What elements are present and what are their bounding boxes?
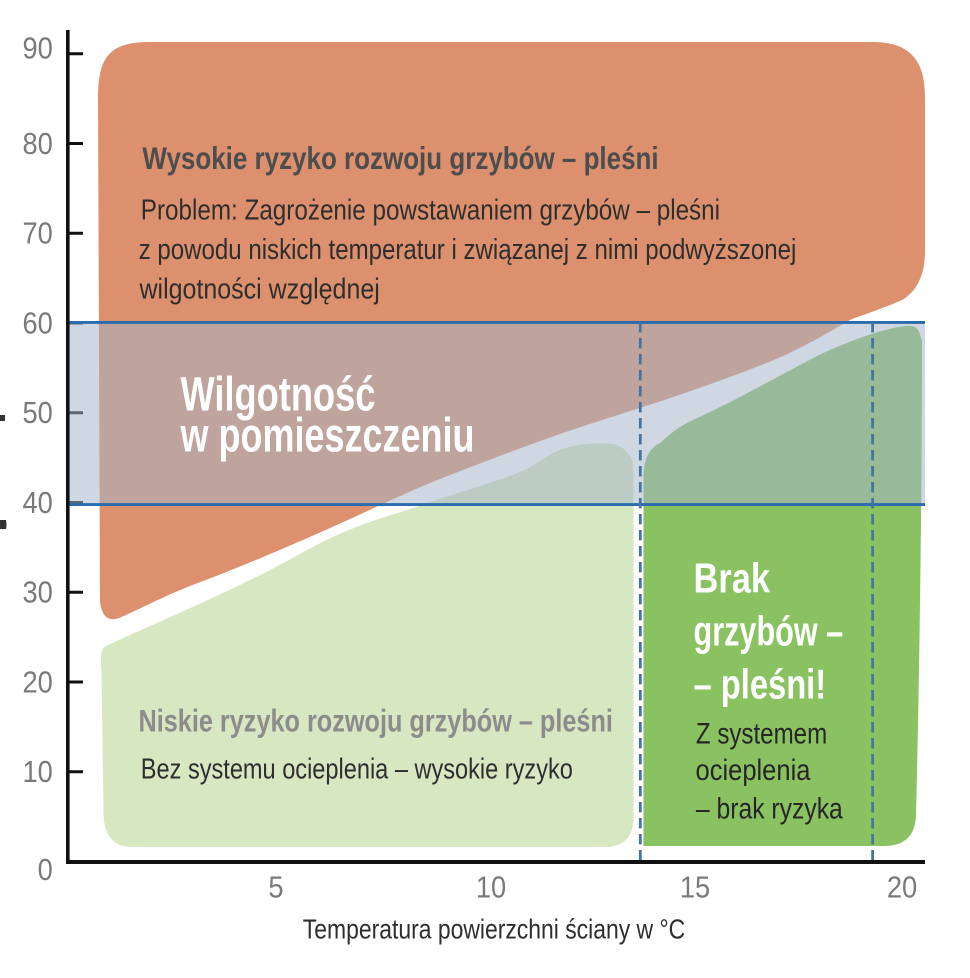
svg-text:20: 20 (22, 666, 52, 700)
svg-text:Niskie ryzyko rozwoju grzybów: Niskie ryzyko rozwoju grzybów – pleśni (139, 704, 613, 739)
svg-text:wilgotności względnej: wilgotności względnej (139, 272, 380, 305)
svg-text:ocieplenia: ocieplenia (696, 753, 811, 786)
svg-text:w pomieszczeniu: w pomieszczeniu (180, 408, 475, 461)
svg-text:20: 20 (887, 871, 917, 905)
svg-text:70: 70 (22, 217, 52, 251)
svg-text:Problem: Zagrożenie powstawani: Problem: Zagrożenie powstawaniem grzybów… (141, 193, 720, 226)
svg-text:Brak: Brak (694, 555, 771, 602)
svg-text:15: 15 (680, 871, 710, 905)
svg-text:30: 30 (22, 576, 52, 610)
svg-text:50: 50 (22, 397, 52, 431)
svg-text:60: 60 (22, 307, 52, 341)
svg-text:80: 80 (22, 127, 52, 161)
svg-text:Wysokie ryzyko rozwoju grzybów: Wysokie ryzyko rozwoju grzybów – pleśni (142, 142, 658, 177)
svg-text:0: 0 (38, 853, 53, 887)
svg-text:z powodu niskich temperatur i: z powodu niskich temperatur i związanej … (139, 233, 797, 266)
svg-text:– pleśni!: – pleśni! (694, 660, 827, 707)
svg-text:grzybów –: grzybów – (694, 608, 844, 655)
svg-text:Wilgotność: Wilgotność (181, 369, 376, 422)
svg-text:Bez systemu ocieplenia – wysok: Bez systemu ocieplenia – wysokie ryzyko (141, 752, 573, 785)
svg-text:– brak ryzyka: – brak ryzyka (696, 791, 844, 825)
svg-text:5: 5 (268, 871, 283, 905)
svg-text:Z systemem: Z systemem (696, 716, 827, 750)
svg-text:10: 10 (476, 871, 506, 905)
svg-text:Temperatura powierzchni ściany: Temperatura powierzchni ściany w °C (303, 914, 685, 945)
svg-text:90: 90 (22, 32, 52, 66)
svg-text:10: 10 (22, 756, 52, 790)
svg-text:40: 40 (22, 486, 52, 520)
